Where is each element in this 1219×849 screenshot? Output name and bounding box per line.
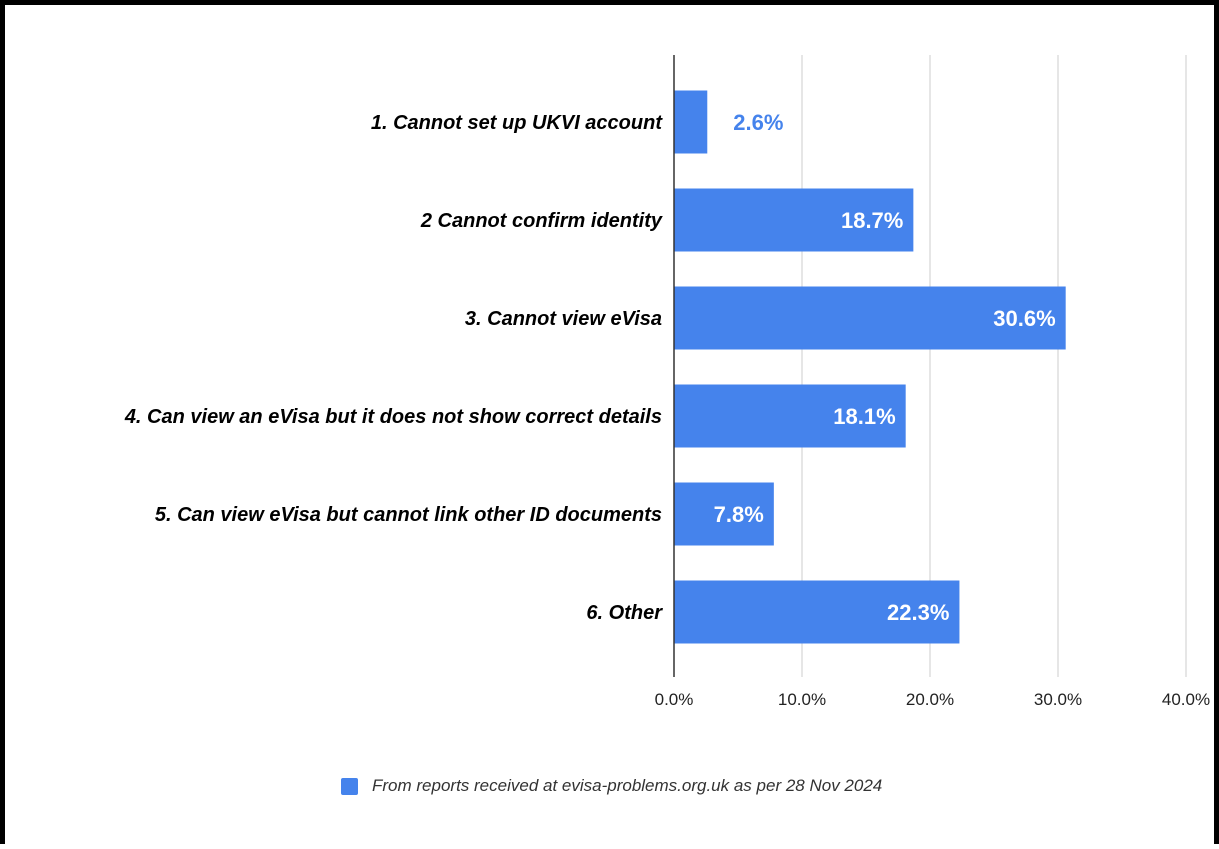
bar	[674, 90, 708, 154]
data-label: 22.3%	[887, 600, 949, 625]
bar	[674, 286, 1066, 350]
data-label: 30.6%	[993, 306, 1055, 331]
x-tick-label: 40.0%	[1162, 690, 1210, 709]
x-tick-label: 20.0%	[906, 690, 954, 709]
category-label: 5. Can view eVisa but cannot link other …	[155, 504, 662, 526]
category-label: 2 Cannot confirm identity	[420, 210, 663, 232]
legend: From reports received at evisa-problems.…	[341, 776, 882, 796]
legend-swatch	[341, 777, 358, 795]
bar	[674, 580, 960, 644]
x-tick-label: 30.0%	[1034, 690, 1082, 709]
bar-chart: 1. Cannot set up UKVI account 2.6% 2 Canno…	[124, 55, 1210, 709]
data-label: 2.6%	[733, 110, 783, 135]
x-tick-label: 0.0%	[655, 690, 694, 709]
bar	[674, 482, 774, 546]
category-label: 4. Can view an eVisa but it does not sho…	[124, 406, 662, 428]
legend-label: From reports received at evisa-problems.…	[372, 776, 883, 795]
data-label: 18.1%	[833, 404, 895, 429]
x-tick-label: 10.0%	[778, 690, 826, 709]
category-label: 3. Cannot view eVisa	[465, 308, 662, 330]
bar	[674, 188, 914, 252]
data-label: 7.8%	[714, 502, 764, 527]
category-label: 6. Other	[586, 602, 663, 624]
category-label: 1. Cannot set up UKVI account	[371, 112, 663, 134]
data-label: 18.7%	[841, 208, 903, 233]
bar	[674, 384, 906, 448]
